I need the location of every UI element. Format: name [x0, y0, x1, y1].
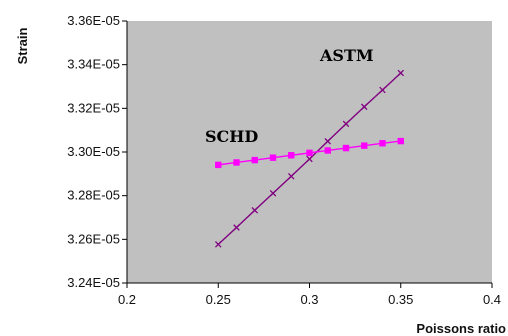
y-tick-label: 3.34E-05 — [67, 57, 120, 72]
data-point-schd — [397, 137, 404, 145]
x-tick-label: 0.35 — [388, 292, 413, 307]
data-point-schd — [233, 159, 240, 166]
data-point-astm — [306, 155, 313, 163]
x-axis-title: Poissons ratio — [416, 321, 506, 336]
data-point-schd — [361, 142, 368, 149]
data-point-schd — [215, 161, 222, 169]
y-tick-label: 3.30E-05 — [67, 144, 120, 159]
series-layer — [214, 69, 405, 248]
data-point-astm — [324, 138, 332, 145]
data-point-astm — [251, 207, 259, 214]
data-point-schd — [324, 147, 331, 154]
x-tick-label: 0.25 — [206, 292, 231, 307]
data-point-schd — [251, 156, 258, 164]
data-point-schd — [269, 154, 277, 161]
data-point-schd — [342, 144, 350, 152]
y-tick-label: 3.36E-05 — [67, 13, 120, 28]
x-tick-label: 0.2 — [118, 292, 136, 307]
data-point-schd — [288, 152, 295, 159]
series-label-schd: SCHD — [205, 127, 258, 146]
data-point-astm — [269, 190, 277, 197]
data-point-astm — [214, 241, 222, 248]
y-axis-title: Strain — [15, 28, 30, 65]
x-tick-label: 0.3 — [300, 292, 318, 307]
data-point-astm — [287, 172, 295, 180]
data-point-schd — [306, 149, 313, 157]
data-point-astm — [397, 69, 405, 77]
data-point-schd — [379, 140, 386, 147]
axes: 3.24E-05 3.26E-05 3.28E-05 3.30E-05 3.32E-05… — [67, 13, 501, 307]
x-tick-label: 0.4 — [483, 292, 501, 307]
y-tick-label: 3.24E-05 — [67, 275, 120, 290]
data-point-astm — [379, 86, 386, 94]
y-tick-label: 3.28E-05 — [67, 188, 120, 203]
data-point-astm — [360, 103, 368, 111]
data-point-astm — [342, 120, 350, 128]
series-label-astm: ASTM — [319, 46, 374, 65]
y-tick-label: 3.26E-05 — [67, 231, 120, 246]
data-point-astm — [233, 224, 240, 231]
y-tick-label: 3.32E-05 — [67, 100, 120, 115]
